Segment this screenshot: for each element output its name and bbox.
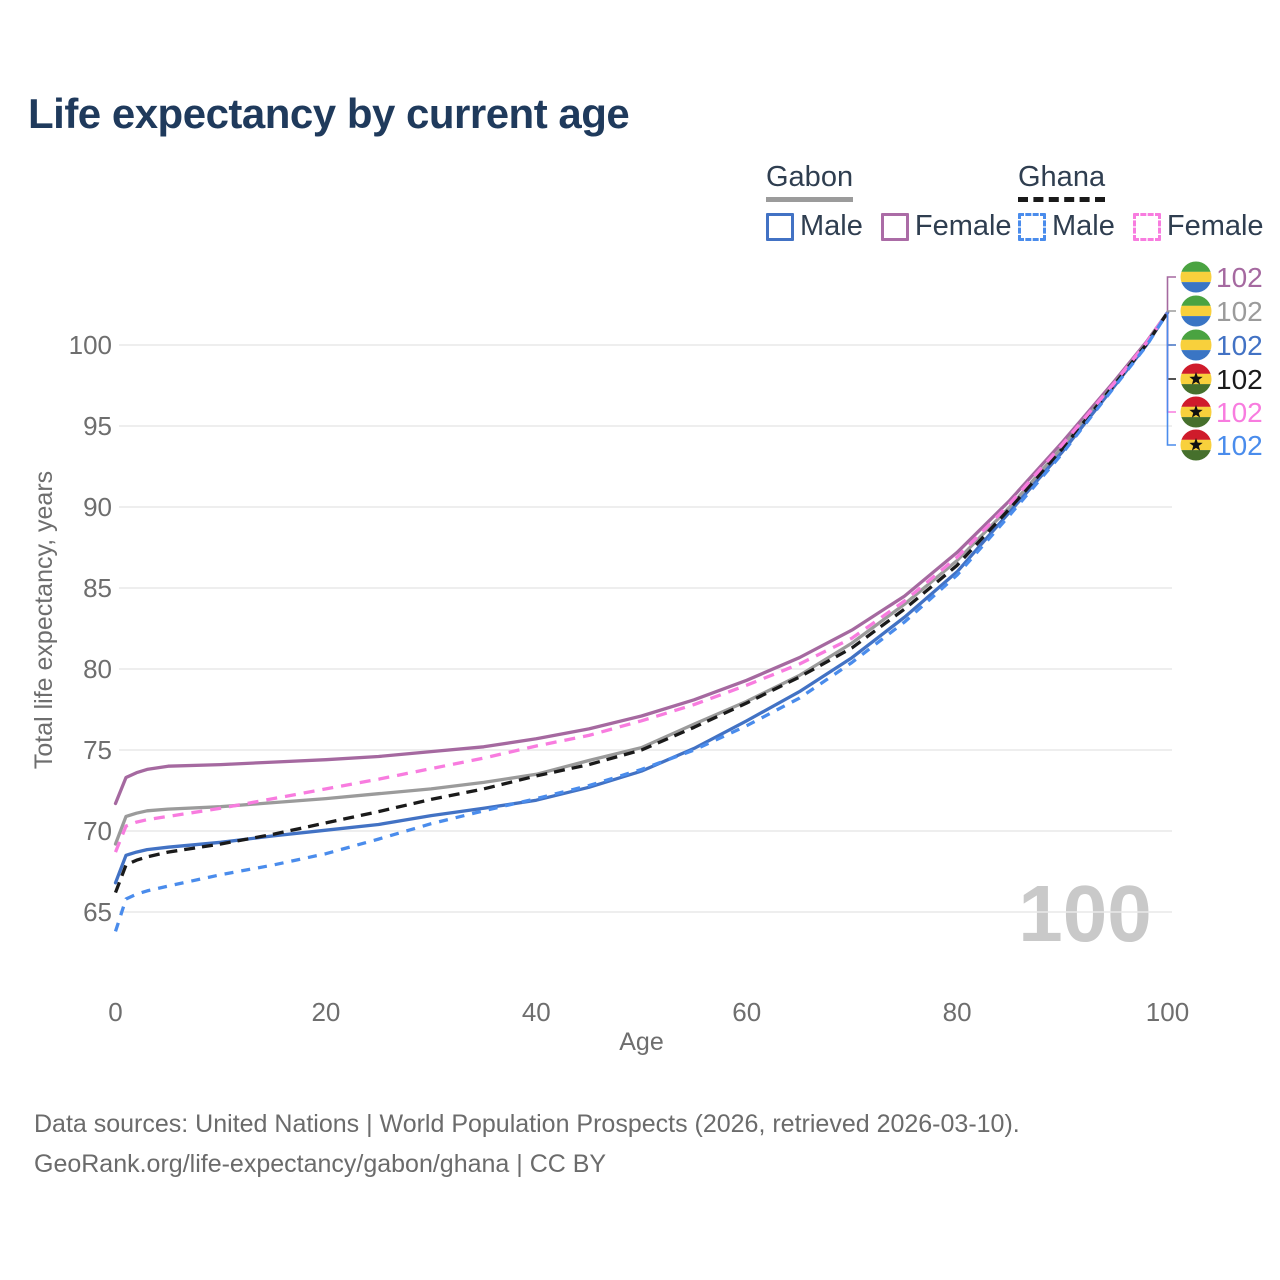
gabon-flag-icon (1180, 295, 1212, 327)
legend-item-label: Female (1166, 210, 1264, 242)
gabon-flag-glyph (1180, 295, 1212, 327)
end-label-ghana-male: 102 (1216, 430, 1263, 461)
series-line-gabon-both-sexes (113, 310, 1170, 846)
end-label-ghana-both-sexes: 102 (1216, 364, 1263, 395)
y-tick-label-80: 80 (83, 654, 112, 684)
end-label-ghana-female: 102 (1216, 397, 1263, 428)
legend-ghana-items: Male Female (1018, 210, 1264, 243)
x-tick-label-60: 60 (732, 997, 761, 1027)
series-line-gabon-female (113, 310, 1170, 806)
end-leader-0 (1166, 276, 1176, 313)
ghana-flag-icon (1180, 396, 1212, 428)
ghana-flag-icon (1180, 429, 1212, 461)
page-title: Life expectancy by current age (28, 90, 630, 137)
end-label-gabon-both-sexes: 102 (1216, 296, 1263, 327)
legend-swatch-dashed-blue-icon (1018, 212, 1046, 241)
y-tick-label-100: 100 (69, 330, 112, 360)
legend-item-label: Male (1052, 210, 1115, 242)
x-tick-label-80: 80 (943, 997, 972, 1027)
end-leader-4 (1166, 312, 1176, 413)
age-counter-watermark: 100 (1018, 869, 1151, 958)
legend-item-ghana-female[interactable]: Female (1132, 210, 1264, 243)
series-line-gabon-male (113, 310, 1170, 885)
legend-swatch-solid-purple-icon (880, 212, 909, 241)
legend-item-ghana-male[interactable]: Male (1018, 210, 1115, 243)
legend-swatch-solid-blue-icon (766, 212, 794, 241)
end-label-gabon-male: 102 (1216, 330, 1263, 361)
legend-group-gabon: Gabon Male Female (766, 161, 1012, 243)
footer-data-sources: Data sources: United Nations | World Pop… (34, 1110, 1020, 1138)
end-leader-1 (1166, 310, 1176, 313)
gabon-flag-glyph (1180, 261, 1212, 293)
x-tick-label-0: 0 (108, 997, 122, 1027)
legend-swatch-dashed-pink-icon (1132, 212, 1161, 241)
x-axis-title: Age (619, 1028, 663, 1056)
series-line-ghana-both-sexes (113, 311, 1169, 894)
y-tick-label-90: 90 (83, 492, 112, 522)
legend-item-gabon-female[interactable]: Female (880, 210, 1012, 243)
legend-group-ghana: Ghana Male Female (1018, 161, 1264, 243)
ghana-flag-glyph (1180, 363, 1212, 395)
end-leader-5 (1166, 312, 1176, 446)
footer-attribution-link: GeoRank.org/life-expectancy/gabon/ghana … (34, 1150, 607, 1178)
legend: Gabon Male Female Ghana Male (766, 161, 1266, 243)
ghana-flag-icon (1180, 363, 1212, 395)
legend-item-label: Female (914, 210, 1012, 242)
gabon-flag-icon (1180, 261, 1212, 293)
y-tick-label-65: 65 (83, 897, 112, 927)
y-axis-title: Total life expectancy, years (30, 471, 58, 769)
x-tick-label-20: 20 (311, 997, 340, 1027)
y-tick-label-85: 85 (83, 573, 112, 603)
legend-gabon-heading: Gabon (766, 161, 854, 202)
x-tick-label-100: 100 (1146, 997, 1189, 1027)
footer: Data sources: United Nations | World Pop… (34, 1104, 1020, 1184)
legend-item-label: Male (800, 210, 863, 242)
legend-ghana-heading: Ghana (1018, 161, 1106, 202)
y-tick-label-95: 95 (83, 411, 112, 441)
ghana-flag-glyph (1180, 429, 1212, 461)
legend-item-gabon-male[interactable]: Male (766, 210, 863, 243)
series-line-ghana-male (113, 311, 1169, 932)
end-label-gabon-female: 102 (1216, 262, 1263, 293)
x-tick-label-40: 40 (522, 997, 551, 1027)
y-tick-label-75: 75 (83, 735, 112, 765)
gabon-flag-icon (1180, 329, 1212, 361)
ghana-flag-glyph (1180, 396, 1212, 428)
gabon-flag-glyph (1180, 329, 1212, 361)
legend-gabon-items: Male Female (766, 210, 1012, 243)
y-tick-label-70: 70 (83, 816, 112, 846)
end-leader-2 (1166, 312, 1176, 346)
series-line-ghana-female (113, 311, 1169, 853)
